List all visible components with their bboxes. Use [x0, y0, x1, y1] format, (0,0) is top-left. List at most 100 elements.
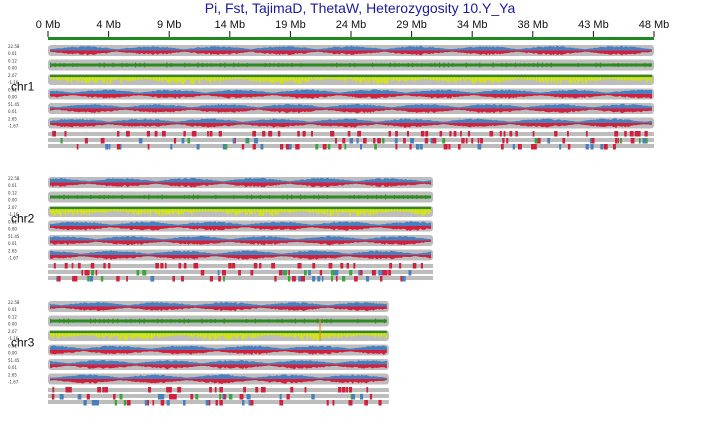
bin-mark: [60, 138, 63, 144]
signal-yellow-bar: [73, 77, 76, 81]
signal-yellow-bar: [82, 209, 85, 214]
signal-yellow-bar: [264, 77, 266, 82]
signal-yellow-bar: [211, 333, 214, 337]
signal-yellow-bar: [241, 333, 243, 340]
signal-yellow-bar: [477, 77, 479, 81]
bin-mark: [215, 400, 218, 406]
signal-green-spike: [353, 62, 356, 68]
bin-mark: [292, 276, 296, 282]
signal-yellow-bar: [84, 333, 86, 336]
bin-mark: [219, 400, 223, 406]
signal-yellow-bar: [143, 77, 146, 80]
signal-green-spike: [112, 62, 114, 68]
signal-yellow-bar: [179, 77, 181, 82]
bin-mark: [312, 276, 316, 282]
signal-green-spike: [192, 194, 195, 200]
signal-yellow-bar: [383, 77, 386, 84]
signal-green-spike: [308, 319, 310, 323]
signal-yellow-bar: [215, 77, 217, 81]
signal-green-base: [50, 207, 432, 210]
signal-yellow-bar: [222, 77, 225, 81]
signal-green-spike: [76, 195, 78, 199]
bin-mark: [297, 131, 300, 137]
signal-yellow-bar: [155, 209, 157, 215]
signal-yellow-bar: [388, 77, 390, 81]
bin-mark: [617, 138, 619, 144]
signal-green-spike: [50, 195, 52, 199]
bin-mark: [224, 144, 228, 150]
signal-yellow-bar: [339, 333, 341, 337]
signal-yellow-bar: [456, 77, 459, 81]
signal-yellow-bar: [341, 209, 344, 213]
signal-green-spike: [349, 63, 351, 67]
bin-mark: [243, 387, 247, 393]
signal-yellow-bar: [370, 77, 372, 80]
signal-yellow-bar: [429, 77, 432, 80]
signal-yellow-bar: [381, 209, 384, 214]
track-chr1-0: 22.580.01: [8, 44, 654, 56]
signal-green-spike: [353, 194, 355, 200]
signal-yellow-bar: [513, 77, 515, 80]
signal-yellow-bar: [392, 77, 395, 81]
signal-yellow-bar: [148, 77, 150, 80]
signal-yellow-bar: [195, 333, 197, 336]
signal-yellow-bar: [335, 209, 338, 213]
signal-yellow-bar: [50, 333, 52, 338]
signal-yellow-bar: [242, 209, 244, 212]
signal-yellow-bar: [72, 209, 74, 217]
signal-yellow-bar: [290, 333, 292, 337]
signal-green-spike: [246, 195, 248, 199]
signal-lower-red: [50, 240, 432, 246]
bin-mark: [330, 276, 333, 282]
signal-green-spike: [640, 63, 642, 67]
signal-yellow-bar: [72, 333, 74, 337]
signal-yellow-bar: [207, 333, 209, 336]
signal-yellow-bar: [142, 333, 144, 339]
signal-yellow-bar: [404, 209, 406, 213]
signal-upper-blue: [50, 250, 432, 255]
signal-yellow-bar: [532, 77, 535, 80]
signal-yellow-bar: [565, 77, 567, 80]
signal-yellow-bar: [210, 333, 212, 341]
signal-green-spike: [626, 63, 628, 67]
signal-yellow-bar: [522, 77, 524, 80]
signal-yellow-bar: [275, 77, 277, 81]
signal-yellow-bar: [426, 209, 428, 212]
bin-mark: [342, 138, 346, 144]
signal-green-spike: [143, 318, 145, 324]
bin-mark: [285, 144, 289, 150]
signal-yellow-bar: [178, 209, 180, 216]
signal-yellow-bar: [227, 209, 229, 215]
signal-yellow-bar: [200, 77, 202, 81]
signal-yellow-bar: [181, 77, 183, 85]
bin-mark: [348, 387, 353, 393]
signal-yellow-bar: [364, 333, 366, 336]
bin-mark: [209, 131, 213, 137]
signal-yellow-bar: [281, 333, 283, 336]
bin-mark: [246, 138, 249, 144]
signal-yellow-bar: [104, 333, 107, 336]
bin-mark: [395, 144, 398, 150]
signal-yellow-bar: [210, 77, 213, 81]
signal-yellow-bar: [293, 333, 295, 338]
signal-green-spike: [63, 194, 65, 200]
signal-yellow-bar: [378, 209, 381, 212]
track-bottom-value: -1.67: [8, 256, 19, 261]
signal-green-spike: [236, 319, 239, 323]
signal-yellow-bar: [393, 209, 396, 212]
bin-mark: [219, 394, 222, 400]
bin-mark: [286, 394, 290, 400]
signal-yellow-bar: [362, 209, 364, 214]
bin-mark: [195, 263, 199, 269]
track-chr2-4: 51.450.01: [8, 234, 434, 246]
signal-green-spike: [233, 62, 235, 68]
bin-mark: [406, 131, 410, 137]
bin-mark: [290, 387, 294, 393]
signal-yellow-bar: [164, 77, 167, 81]
signal-green-spike: [309, 195, 311, 199]
signal-yellow-bar: [616, 77, 618, 80]
signal-yellow-bar: [251, 333, 254, 339]
signal-green-spike: [54, 195, 56, 199]
bin-mark: [253, 263, 258, 269]
track-chr3-3: 0.010.00: [8, 344, 389, 356]
